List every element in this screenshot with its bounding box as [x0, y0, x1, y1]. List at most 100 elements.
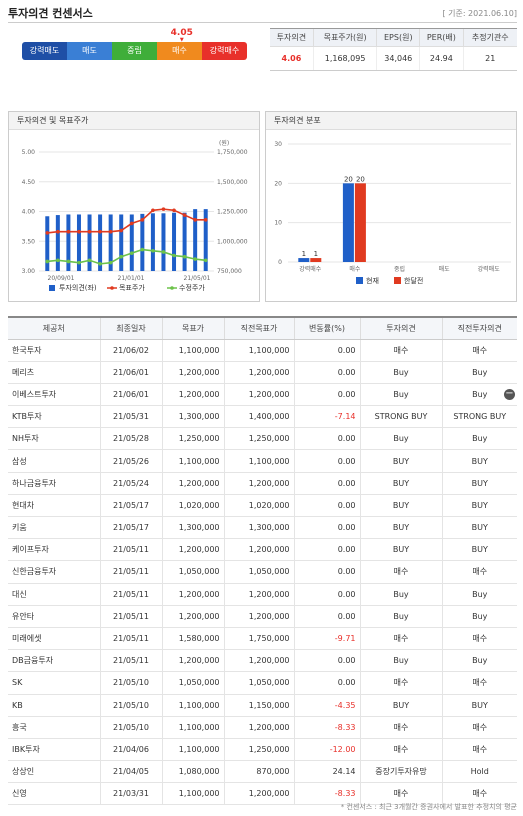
- table-cell: 1,020,000: [161, 494, 224, 518]
- table-cell: 유안타: [8, 605, 100, 628]
- table-cell: 21/05/11: [99, 627, 162, 651]
- adjusted-price-point: [151, 248, 155, 253]
- table-cell: 21/05/17: [99, 494, 162, 518]
- opinion-bar: [87, 214, 92, 271]
- target-price-point: [108, 229, 113, 234]
- opinion-bar: [66, 214, 71, 271]
- table-row: 유안타 21/05/11 1,200,000 1,200,000 0.00 Buy Buy: [8, 605, 517, 628]
- adjusted-price-point: [77, 260, 81, 265]
- table-header[interactable]: 변동률(%): [293, 316, 360, 340]
- x-tick-label: 21/01/01: [118, 275, 145, 282]
- y-tick-label: 20: [274, 180, 282, 187]
- table-cell: 1,150,000: [223, 694, 294, 717]
- table-header[interactable]: 최종일자: [99, 316, 162, 340]
- table-cell: BUY: [441, 516, 517, 540]
- table-cell: 현대차: [8, 494, 100, 518]
- table-cell: 한국투자: [8, 339, 100, 362]
- table-cell: 1,200,000: [161, 649, 224, 673]
- table-cell: 1,200,000: [223, 472, 294, 495]
- table-row: 한국투자 21/06/02 1,100,000 1,100,000 0.00 매수 매수: [8, 339, 517, 362]
- table-cell: 21/06/01: [99, 383, 162, 407]
- table-cell: 0.00: [293, 649, 360, 673]
- table-cell: 0.00: [293, 449, 360, 473]
- table-cell: Buy: [441, 383, 517, 407]
- y-left-tick-label: 4.50: [22, 179, 36, 186]
- adjusted-price-point: [45, 259, 50, 264]
- table-cell: 1,200,000: [223, 383, 294, 407]
- table-cell: 1,300,000: [161, 405, 224, 429]
- table-cell: 삼성: [8, 449, 100, 473]
- table-header[interactable]: 직전투자의견: [441, 316, 517, 340]
- table-row: 미래에셋 21/05/11 1,580,000 1,750,000 -9.71 매수 매수: [8, 627, 517, 651]
- panel-title: 투자의견 분포: [266, 112, 516, 130]
- table-cell: BUY: [359, 694, 442, 717]
- table-cell: 21/03/31: [99, 782, 162, 806]
- table-row: 이베스트투자 21/06/01 1,200,000 1,200,000 0.00 Buy B…: [8, 383, 517, 407]
- distribution-bar: [354, 183, 366, 262]
- adjusted-price-point: [172, 253, 176, 258]
- table-cell: 1,200,000: [223, 782, 294, 806]
- summary-value: 4.06: [270, 46, 314, 71]
- table-row: 신영 21/03/31 1,100,000 1,200,000 -8.33 매수 매수: [8, 782, 517, 806]
- opinion-distribution-panel: 투자의견 분포 30 20 10 0 강력매수 1 1 매수 20 20 중립 매도 강력매도 현재 한달전: [265, 111, 517, 302]
- collapse-button[interactable]: −: [504, 388, 515, 400]
- table-cell: 1,100,000: [223, 339, 294, 362]
- gauge-value: 4.05: [170, 28, 193, 38]
- opinion-bar: [150, 213, 155, 271]
- table-cell: 1,200,000: [223, 716, 294, 739]
- table-cell: 매수: [359, 671, 442, 695]
- table-header[interactable]: 목표가: [161, 316, 224, 340]
- table-header[interactable]: 직전목표가: [223, 316, 294, 340]
- table-cell: SK: [8, 671, 100, 695]
- adjusted-price-line: [47, 248, 206, 265]
- table-row: 삼성 21/05/26 1,100,000 1,100,000 0.00 BUY BUY: [8, 449, 517, 473]
- table-cell: BUY: [359, 472, 442, 495]
- table-cell: 매수: [441, 560, 517, 584]
- summary-header: 투자의견: [270, 28, 314, 47]
- target-price-point: [66, 229, 71, 234]
- table-cell: 1,200,000: [161, 605, 224, 628]
- table-cell: 매수: [441, 627, 517, 651]
- legend-label: 투자의견(좌): [59, 283, 97, 292]
- table-cell: 0.00: [293, 361, 360, 384]
- table-cell: 매수: [441, 671, 517, 695]
- summary-value: 34,046: [376, 46, 420, 71]
- table-header[interactable]: 투자의견: [359, 316, 442, 340]
- table-cell: 21/05/17: [99, 516, 162, 540]
- table-cell: 매수: [359, 738, 442, 762]
- target-price-point: [140, 218, 145, 222]
- table-cell: Buy: [359, 649, 442, 673]
- gauge-segment: 매수: [157, 42, 202, 60]
- table-cell: 1,300,000: [161, 516, 224, 540]
- adjusted-price-point: [98, 262, 102, 266]
- table-row: 현대차 21/05/17 1,020,000 1,020,000 0.00 BUY BUY: [8, 494, 517, 518]
- table-cell: 미래에셋: [8, 627, 100, 651]
- opinion-bar: [76, 214, 81, 271]
- adjusted-price-point: [87, 258, 92, 263]
- table-header[interactable]: 제공처: [8, 316, 100, 340]
- adjusted-price-point: [108, 260, 113, 265]
- x-tick-label: 매수: [349, 265, 361, 273]
- table-row: 흥국 21/05/10 1,100,000 1,200,000 -8.33 매수 매수: [8, 716, 517, 739]
- table-cell: -9.71: [293, 627, 360, 651]
- page-title: 투자의견 컨센서스: [8, 7, 93, 20]
- bar-data-label: 1: [302, 250, 306, 258]
- gauge-segment: 매도: [67, 42, 112, 60]
- table-cell: BUY: [359, 449, 442, 473]
- table-cell: BUY: [441, 472, 517, 495]
- table-row: 키움 21/05/17 1,300,000 1,300,000 0.00 BUY BUY: [8, 516, 517, 540]
- legend-label: 한달전: [404, 276, 423, 285]
- table-cell: 0.00: [293, 538, 360, 562]
- y-tick-label: 10: [274, 220, 282, 227]
- x-tick-label: 강력매도: [478, 265, 501, 273]
- table-cell: 21/05/11: [99, 538, 162, 562]
- y-right-tick-label: 1,500,000: [217, 179, 248, 186]
- table-cell: 1,100,000: [161, 339, 224, 362]
- distribution-bar: [298, 258, 310, 262]
- table-cell: Buy: [359, 583, 442, 606]
- table-cell: KB: [8, 694, 100, 717]
- target-price-point: [193, 218, 197, 222]
- table-cell: 하나금융투자: [8, 472, 100, 495]
- table-cell: KTB투자: [8, 405, 100, 429]
